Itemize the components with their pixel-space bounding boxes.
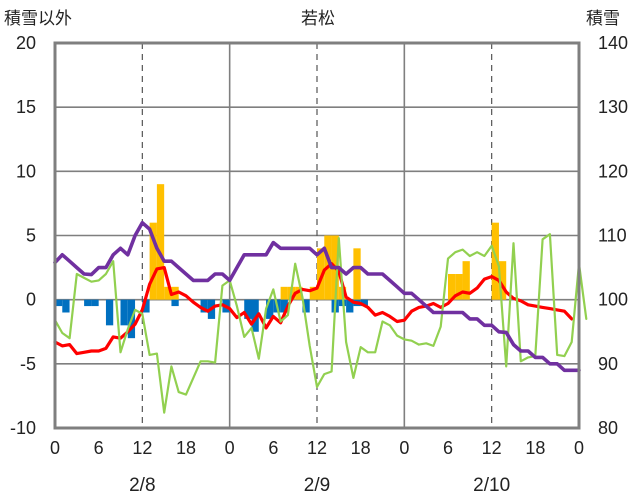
chart-title: 若松 xyxy=(301,9,335,29)
bar xyxy=(200,299,208,313)
bar xyxy=(244,299,252,319)
bar xyxy=(105,299,114,326)
bar xyxy=(149,222,157,300)
bar xyxy=(309,286,317,300)
bar xyxy=(251,299,259,332)
left-tick-label: 0 xyxy=(26,290,36,310)
bar xyxy=(302,299,310,313)
bar xyxy=(280,299,288,313)
bar xyxy=(280,286,288,300)
x-tick-label: 6 xyxy=(443,438,453,458)
x-tick-label: 0 xyxy=(50,438,60,458)
left-tick-label: -5 xyxy=(20,354,36,374)
bar xyxy=(171,299,179,307)
left-tick-label: 15 xyxy=(16,97,36,117)
bar xyxy=(353,248,361,300)
date-labels: 2/8 2/9 2/10 xyxy=(129,475,510,496)
right-tick-label: 80 xyxy=(598,418,618,438)
bar xyxy=(455,274,463,300)
x-tick-label: 18 xyxy=(176,438,196,458)
bar xyxy=(84,299,92,307)
right-tick-label: 140 xyxy=(598,33,628,53)
bar xyxy=(164,286,172,300)
bar xyxy=(346,299,354,313)
bar xyxy=(55,299,63,307)
bar xyxy=(360,299,368,307)
series-line xyxy=(53,220,581,373)
bar xyxy=(498,261,507,300)
left-tick-label: -10 xyxy=(10,418,36,438)
x-tick-label: 6 xyxy=(268,438,278,458)
right-tick-label: 120 xyxy=(598,161,628,181)
bar xyxy=(462,261,470,300)
x-tick-label: 18 xyxy=(351,438,371,458)
x-tick-label: 0 xyxy=(225,438,235,458)
series-line xyxy=(53,233,588,414)
right-tick-label: 110 xyxy=(598,226,627,246)
bar xyxy=(142,299,150,313)
date-label: 2/10 xyxy=(473,475,510,496)
bar xyxy=(120,299,128,326)
left-tick-label: 20 xyxy=(16,33,36,53)
bar xyxy=(491,222,499,300)
x-tick-label: 18 xyxy=(525,438,545,458)
left-tick-label: 10 xyxy=(16,161,36,181)
right-tick-label: 90 xyxy=(598,354,618,374)
x-tick-label: 12 xyxy=(307,438,327,458)
bar xyxy=(448,274,456,300)
lines xyxy=(53,220,588,414)
bar xyxy=(62,299,70,313)
x-tick-label: 0 xyxy=(574,438,584,458)
bar xyxy=(295,286,303,300)
x-tick-label: 0 xyxy=(399,438,409,458)
date-label: 2/8 xyxy=(129,475,155,496)
bar xyxy=(91,299,99,307)
right-tick-label: 130 xyxy=(598,97,628,117)
x-tick-label: 6 xyxy=(94,438,104,458)
x-tick-label: 12 xyxy=(132,438,152,458)
bar xyxy=(266,299,274,319)
x-tick-label: 12 xyxy=(482,438,502,458)
right-tick-label: 100 xyxy=(598,290,628,310)
bars xyxy=(55,184,507,339)
left-axis-label: 積雪以外 xyxy=(4,9,72,29)
bar xyxy=(156,184,165,300)
bar xyxy=(317,248,325,300)
date-label: 2/9 xyxy=(304,475,330,496)
plot-frame xyxy=(53,41,581,430)
right-axis-label: 積雪 xyxy=(586,9,620,29)
left-tick-label: 5 xyxy=(26,226,36,246)
